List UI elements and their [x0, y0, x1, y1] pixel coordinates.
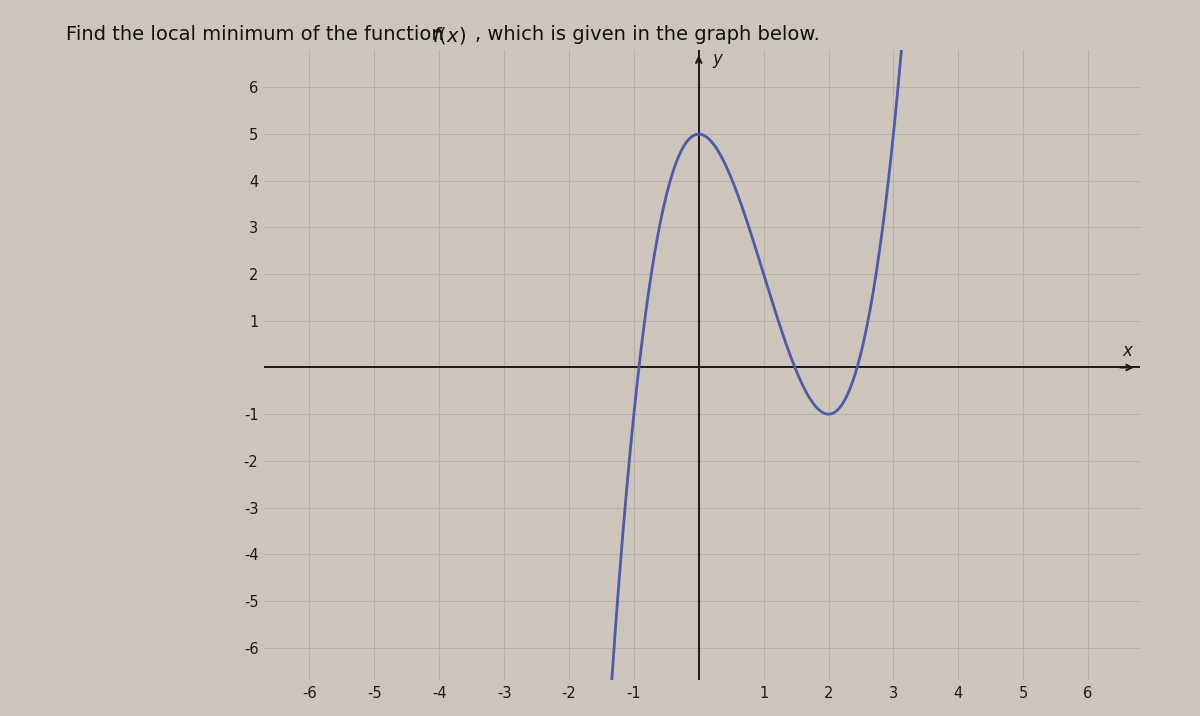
Text: $f(x)$: $f(x)$ — [432, 25, 466, 46]
Text: x: x — [1122, 342, 1132, 360]
Text: Find the local minimum of the function: Find the local minimum of the function — [66, 25, 450, 44]
Text: y: y — [712, 50, 722, 69]
Text: , which is given in the graph below.: , which is given in the graph below. — [475, 25, 820, 44]
